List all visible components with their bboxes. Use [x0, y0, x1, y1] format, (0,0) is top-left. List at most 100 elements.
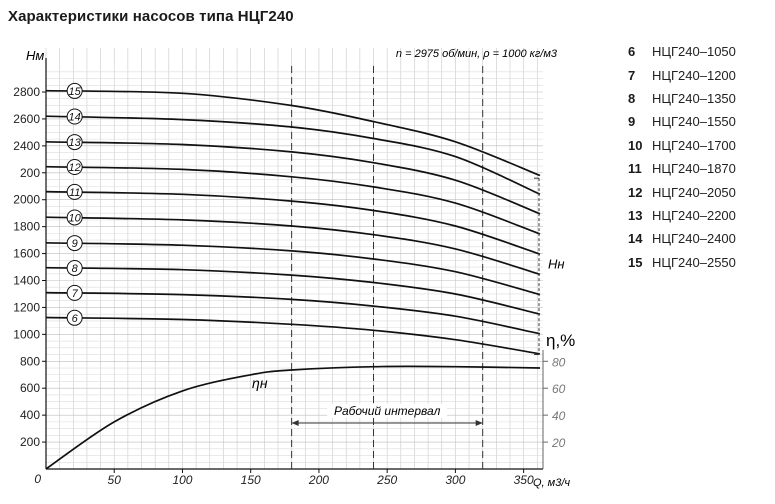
y-tick-label: 2400: [13, 139, 40, 153]
curve-number-label: 13: [69, 137, 82, 149]
y-tick-label: 200: [20, 435, 40, 449]
legend-item: 15 НЦГ240–2550: [628, 251, 768, 274]
legend-number: 9: [628, 114, 636, 130]
head-curve-15: [45, 89, 541, 177]
y-tick-label: 2000: [13, 193, 40, 207]
legend-item: 6 НЦГ240–1050: [628, 40, 768, 63]
curve-number-circle: [66, 235, 83, 252]
head-curve-7: [45, 291, 541, 335]
legend: 6 НЦГ240–1050 7 НЦГ240–1200 8 НЦГ240–1350 9 НЦГ…: [628, 40, 768, 274]
axis-labels: 2004006008001000120014001600180020002002…: [13, 48, 575, 489]
y-tick-label: 1800: [13, 220, 40, 234]
x-tick-label: 200: [308, 473, 329, 487]
efficiency-curve: [45, 365, 541, 470]
head-curve-12: [45, 165, 541, 235]
y-tick-label: 200: [20, 166, 40, 180]
head-curve-14: [45, 115, 541, 196]
y-tick-label: 1400: [13, 274, 40, 288]
y-tick-label: 1600: [13, 247, 40, 261]
curve-number-circle: [66, 309, 83, 326]
y-tick-label: 400: [20, 408, 40, 422]
x-tick-label: 150: [241, 473, 261, 487]
x-tick-label: 100: [172, 473, 192, 487]
curve-number-label: 11: [69, 187, 80, 199]
x-tick-label: 0: [34, 472, 41, 486]
interval-arrow-left: [291, 420, 299, 426]
eta-tick-label: 40: [552, 409, 566, 423]
efficiency-curve-label: ηн: [252, 375, 268, 391]
curve-number-label: 8: [72, 263, 79, 275]
eta-tick-label: 60: [552, 382, 566, 396]
legend-number: 11: [628, 161, 642, 177]
curve-number-circle: [66, 284, 83, 301]
eta-tick-label: 80: [552, 355, 566, 369]
head-curve-10: [45, 216, 541, 276]
legend-item: 8 НЦГ240–1350: [628, 87, 768, 110]
curve-number-label: 14: [69, 112, 81, 124]
legend-pump-model: НЦГ240–2550: [652, 254, 736, 270]
legend-item: 9 НЦГ240–1550: [628, 110, 768, 133]
legend-pump-model: НЦГ240–1050: [652, 44, 736, 60]
legend-number: 10: [628, 137, 643, 153]
head-curve-6: [45, 316, 541, 355]
legend-pump-model: НЦГ240–1200: [652, 67, 736, 83]
y-tick-label: 1000: [13, 327, 40, 341]
curve-number-circle: [66, 209, 83, 226]
curve-number-label: 9: [72, 238, 78, 250]
curve-number-circle: [66, 183, 83, 200]
interval-label: Рабочий интервал: [334, 404, 441, 418]
interval-arrow-right: [475, 420, 483, 426]
legend-pump-model: НЦГ240–2050: [652, 184, 736, 200]
legend-number: 6: [628, 44, 636, 60]
curve-number-circle: [66, 259, 83, 276]
legend-number: 15: [628, 254, 643, 270]
curve-number-circle: [66, 82, 83, 99]
legend-item: 10 НЦГ240–1700: [628, 134, 768, 157]
grid: [45, 48, 543, 470]
head-curve-11: [45, 190, 541, 256]
head-curve-9: [45, 241, 541, 296]
head-curve-13: [45, 140, 541, 215]
y-tick-label: 2600: [13, 112, 40, 126]
y-tick-label: 600: [20, 381, 40, 395]
curve-number-circle: [66, 158, 83, 175]
curve-number-label: 10: [69, 212, 82, 224]
legend-pump-model: НЦГ240–1350: [652, 90, 736, 106]
legend-number: 7: [628, 67, 636, 83]
x-tick-label: 350: [514, 473, 534, 487]
y-axis-label: Hм: [26, 48, 44, 63]
legend-item: 14 НЦГ240–2400: [628, 227, 768, 250]
working-interval: Рабочий интервал: [291, 66, 484, 469]
legend-item: 13 НЦГ240–2200: [628, 204, 768, 227]
legend-item: 12 НЦГ240–2050: [628, 180, 768, 203]
curve-number-label: 7: [72, 288, 79, 300]
axes: [42, 58, 548, 473]
x-tick-label: 50: [108, 473, 122, 487]
legend-pump-model: НЦГ240–2400: [652, 231, 736, 247]
legend-item: 7 НЦГ240–1200: [628, 63, 768, 86]
legend-number: 8: [628, 90, 636, 106]
legend-item: 11 НЦГ240–1870: [628, 157, 768, 180]
x-tick-label: 250: [376, 473, 397, 487]
x-tick-label: 300: [445, 473, 465, 487]
chart-subtitle: n = 2975 об/мин, ρ = 1000 кг/м3: [396, 48, 558, 60]
curve-number-label: 15: [69, 86, 82, 98]
legend-pump-model: НЦГ240–1550: [652, 114, 736, 130]
curve-number-circle: [66, 134, 83, 151]
legend-number: 14: [628, 231, 643, 247]
y-tick-label: 1200: [13, 300, 40, 314]
legend-number: 13: [628, 207, 643, 223]
y-tick-label: 2800: [13, 85, 40, 99]
legend-pump-model: НЦГ240–1870: [652, 161, 736, 177]
head-curve-label: Hн: [548, 256, 565, 271]
y-tick-label: 800: [20, 354, 40, 368]
legend-pump-model: НЦГ240–2200: [652, 207, 736, 223]
legend-number: 12: [628, 184, 643, 200]
curve-number-circle: [66, 108, 83, 125]
eta-tick-label: 20: [551, 436, 566, 450]
chart-title: Характеристики насосов типа НЦГ240: [8, 8, 294, 25]
series-curves: 6 7 8 9 10 11 12 13 14 15: [45, 82, 541, 470]
x-axis-label: Q, м3/ч: [533, 477, 570, 489]
head-curve-8: [45, 266, 541, 316]
